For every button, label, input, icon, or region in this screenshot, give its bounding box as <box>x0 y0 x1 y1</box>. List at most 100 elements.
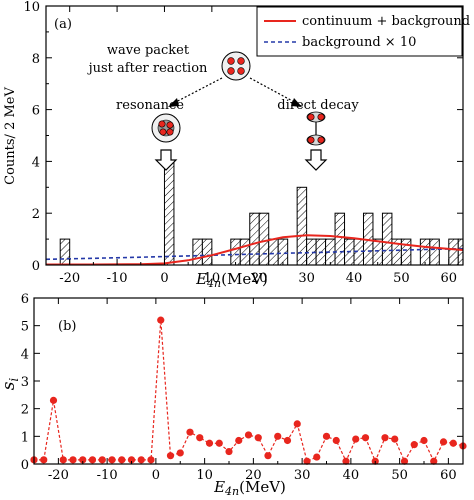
panel-a-ylabel: Counts/ 2 MeV <box>3 87 18 185</box>
legend-box <box>256 6 463 57</box>
si-point <box>410 441 418 449</box>
histogram-bar <box>249 212 260 266</box>
si-point <box>137 456 145 464</box>
x-tick-label: 30 <box>294 468 311 483</box>
x-tick-label: 50 <box>391 468 408 483</box>
si-point <box>235 436 243 445</box>
si-point <box>322 432 331 440</box>
x-tick-label: -10 <box>107 271 128 286</box>
si-point <box>254 434 262 442</box>
si-point <box>293 420 301 428</box>
annotation-wave-packet-1: wave packet <box>107 43 190 58</box>
histogram-bar <box>372 238 383 266</box>
si-point <box>274 432 282 440</box>
si-point <box>40 456 48 464</box>
si-point <box>98 456 106 464</box>
y-tick-label: 6 <box>32 104 40 119</box>
panel-a-label: (a) <box>54 17 72 32</box>
histogram-bar <box>59 238 71 266</box>
si-point <box>332 436 340 445</box>
histogram-bar <box>448 238 459 266</box>
si-point <box>157 316 165 324</box>
panel-b-x-ticks: -20 -10 0 10 20 30 40 50 60 <box>48 298 457 483</box>
si-point <box>244 431 253 439</box>
wave-packet-icon <box>221 51 251 81</box>
si-point <box>420 436 428 445</box>
x-tick-label: 40 <box>343 468 360 483</box>
si-point <box>49 396 58 404</box>
histogram-bar <box>277 238 289 266</box>
si-point <box>88 456 97 464</box>
si-point <box>342 457 350 465</box>
panel-b: -20 -10 0 10 20 30 40 50 60 0 1 2 3 4 5 6 (b) si E4n(M… <box>0 292 467 498</box>
y-tick-label: 8 <box>32 52 40 67</box>
histogram-bar <box>419 238 431 266</box>
x-tick-label: 40 <box>346 271 363 286</box>
x-tick-label: 50 <box>393 271 410 286</box>
legend-label-continuum: continuum + background <box>302 14 470 29</box>
x-tick-label: 20 <box>245 468 262 483</box>
y-tick-label: 5 <box>21 320 29 335</box>
si-point <box>59 456 67 464</box>
annotation-wave-packet-2: just after reaction <box>87 61 208 76</box>
y-tick-label: 0 <box>21 458 29 473</box>
si-point <box>215 439 223 447</box>
continuum-line <box>46 234 464 266</box>
x-tick-label: -20 <box>59 271 80 286</box>
histogram-bar <box>457 238 464 266</box>
direct-decay-icon <box>306 111 326 146</box>
x-tick-label: 30 <box>298 271 315 286</box>
panel-b-ylabel: si <box>0 378 21 391</box>
histogram-bar <box>239 238 251 266</box>
histogram-bars <box>59 160 464 266</box>
histogram-bar <box>334 212 346 266</box>
x-tick-label: 60 <box>441 271 458 286</box>
panel-b-label: (b) <box>58 319 76 334</box>
si-point <box>166 452 175 460</box>
si-point <box>303 457 311 465</box>
si-point <box>449 439 457 447</box>
si-dashed-line <box>34 320 464 463</box>
si-point <box>352 435 360 443</box>
si-point <box>430 457 438 465</box>
resonance-icon <box>151 113 181 143</box>
y-tick-label: 2 <box>32 207 40 222</box>
panel-a: -20 -10 0 10 20 30 40 50 60 0 2 4 6 8 10 (a) Counts/ … <box>3 0 470 290</box>
y-tick-label: 2 <box>21 403 29 418</box>
x-tick-label: 20 <box>251 271 268 286</box>
si-point <box>205 439 214 447</box>
si-point <box>400 457 409 465</box>
x-tick-label: 0 <box>160 271 168 286</box>
y-tick-label: 1 <box>21 430 29 445</box>
panel-b-xlabel: E4n(MeV) <box>213 478 286 498</box>
x-tick-label: 10 <box>204 271 221 286</box>
si-point <box>118 456 126 464</box>
si-point <box>225 447 233 456</box>
x-tick-label: 60 <box>440 468 457 483</box>
legend-label-background: background × 10 <box>302 35 416 50</box>
histogram-bar <box>400 238 412 266</box>
panel-b-y-ticks: 0 1 2 3 4 5 6 <box>21 292 463 473</box>
x-tick-label: 10 <box>196 468 213 483</box>
si-point <box>69 456 77 464</box>
x-tick-label: -10 <box>97 468 118 483</box>
y-tick-label: 6 <box>21 292 29 307</box>
histogram-bar <box>230 238 241 266</box>
panel-b-frame <box>33 297 464 465</box>
si-point <box>264 452 272 460</box>
si-point <box>391 435 399 443</box>
si-points <box>30 316 467 465</box>
x-tick-label: 0 <box>152 468 160 483</box>
dotted-arrow-left <box>168 77 223 107</box>
si-point <box>127 456 136 464</box>
si-point <box>361 434 370 442</box>
si-point <box>108 456 116 464</box>
x-tick-label: -20 <box>48 468 69 483</box>
histogram-bar <box>258 212 270 266</box>
si-point <box>283 436 292 445</box>
y-tick-label: 4 <box>32 155 40 170</box>
annotation-resonance: resonance <box>116 98 184 113</box>
si-point <box>313 453 321 461</box>
y-tick-label: 4 <box>21 347 29 362</box>
